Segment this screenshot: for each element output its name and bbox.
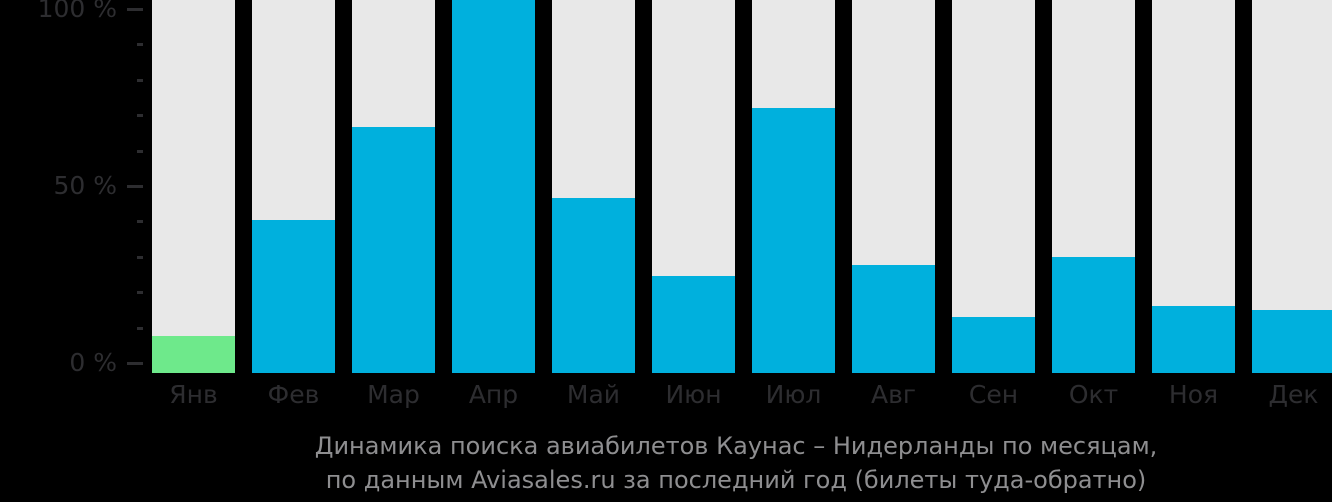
y-minor-tick-mark — [137, 220, 143, 223]
y-minor-tick-mark — [137, 150, 143, 153]
y-tick-label: 0 % — [69, 348, 117, 377]
bar-Окт — [1052, 257, 1135, 373]
y-tick-label: 100 % — [37, 0, 117, 23]
bar-background-column — [1152, 0, 1235, 373]
bar-background-column — [1252, 0, 1332, 373]
bar-background-column — [652, 0, 735, 373]
bar-background-column — [452, 0, 535, 373]
x-tick-label: Сен — [968, 380, 1019, 409]
bar-background-column — [152, 0, 235, 373]
x-tick-label: Окт — [1068, 380, 1119, 409]
x-tick-label: Апр — [468, 380, 519, 409]
y-minor-tick-mark — [137, 327, 143, 330]
x-tick-label: Янв — [169, 380, 218, 409]
bar-Сен — [952, 317, 1035, 373]
chart-caption-line2: по данным Aviasales.ru за последний год … — [325, 466, 1147, 494]
y-minor-tick-mark — [137, 114, 143, 117]
bar-background-column — [252, 0, 335, 373]
bar-Июл — [752, 108, 835, 373]
y-minor-tick-mark — [137, 256, 143, 259]
x-tick-label: Дек — [1268, 380, 1319, 409]
x-tick-label: Ноя — [1168, 380, 1219, 409]
bar-background-column — [352, 0, 435, 373]
bar-Дек — [1252, 310, 1332, 373]
x-tick-label: Май — [566, 380, 621, 409]
bar-background-column — [852, 0, 935, 373]
bar-Мар — [352, 127, 435, 373]
bar-background-column — [1052, 0, 1135, 373]
y-minor-tick-mark — [137, 79, 143, 82]
bar-Авг — [852, 265, 935, 373]
x-tick-label: Авг — [871, 380, 916, 409]
bar-Май — [552, 198, 635, 373]
bar-Фев — [252, 220, 335, 373]
bar-background-column — [752, 0, 835, 373]
chart-caption-line1: Динамика поиска авиабилетов Каунас – Нид… — [314, 432, 1158, 460]
y-minor-tick-mark — [137, 291, 143, 294]
bar-Ноя — [1152, 306, 1235, 373]
y-minor-tick-mark — [137, 43, 143, 46]
bar-background-column — [952, 0, 1035, 373]
bar-Апр — [452, 0, 535, 373]
y-major-tick-mark — [127, 8, 143, 11]
y-major-tick-mark — [127, 362, 143, 365]
y-tick-label: 50 % — [53, 171, 117, 200]
x-tick-label: Июл — [765, 380, 822, 409]
bar-background-column — [552, 0, 635, 373]
y-major-tick-mark — [127, 185, 143, 188]
x-tick-label: Июн — [665, 380, 722, 409]
x-tick-label: Фев — [267, 380, 320, 409]
bar-Июн — [652, 276, 735, 373]
chart-caption: Динамика поиска авиабилетов Каунас – Нид… — [140, 429, 1332, 497]
x-tick-label: Мар — [367, 380, 420, 409]
bar-Янв — [152, 336, 235, 373]
